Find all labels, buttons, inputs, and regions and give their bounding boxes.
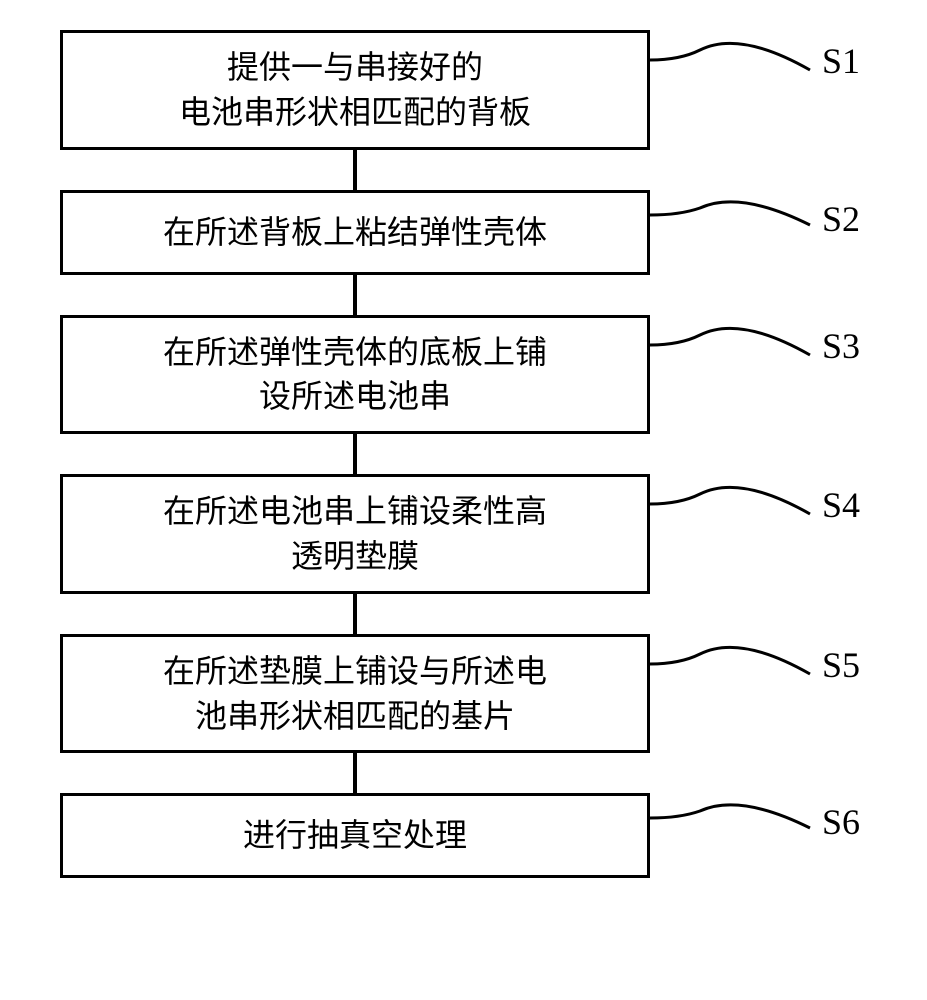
step-label-4: S4 [822,484,860,526]
step-box-3: 在所述弹性壳体的底板上铺 设所述电池串 [60,315,650,435]
step-label-1: S1 [822,40,860,82]
step-text-6-line1: 进行抽真空处理 [243,817,467,853]
step-label-2: S2 [822,198,860,240]
connector-4-5 [353,594,357,634]
connector-5-6 [353,753,357,793]
step-text-1-line2: 电池串形状相匹配的背板 [179,94,531,130]
step-text-1-line1: 提供一与串接好的 [227,49,483,85]
step-label-5: S5 [822,644,860,686]
step-row-5: 在所述垫膜上铺设与所述电 池串形状相匹配的基片 S5 [60,634,880,754]
step-row-1: 提供一与串接好的 电池串形状相匹配的背板 S1 [60,30,880,150]
step-box-5: 在所述垫膜上铺设与所述电 池串形状相匹配的基片 [60,634,650,754]
step-text-5-line2: 池串形状相匹配的基片 [195,698,515,734]
step-text-5-line1: 在所述垫膜上铺设与所述电 [163,653,547,689]
bracket-4 [650,474,830,584]
step-text-2-line1: 在所述背板上粘结弹性壳体 [163,214,547,250]
step-text-4-line1: 在所述电池串上铺设柔性高 [163,493,547,529]
step-row-6: 进行抽真空处理 S6 [60,793,880,878]
step-box-2: 在所述背板上粘结弹性壳体 [60,190,650,275]
bracket-2 [650,190,830,280]
step-text-4-line2: 透明垫膜 [291,538,419,574]
step-label-3: S3 [822,325,860,367]
step-row-4: 在所述电池串上铺设柔性高 透明垫膜 S4 [60,474,880,594]
flowchart-container: 提供一与串接好的 电池串形状相匹配的背板 S1 在所述背板上粘结弹性壳体 S2 … [60,30,880,878]
step-text-3-line2: 设所述电池串 [259,378,451,414]
step-text-3-line1: 在所述弹性壳体的底板上铺 [163,334,547,370]
bracket-5 [650,634,830,744]
connector-3-4 [353,434,357,474]
step-row-2: 在所述背板上粘结弹性壳体 S2 [60,190,880,275]
bracket-1 [650,30,830,140]
step-label-6: S6 [822,801,860,843]
step-box-6: 进行抽真空处理 [60,793,650,878]
connector-2-3 [353,275,357,315]
bracket-6 [650,793,830,883]
connector-1-2 [353,150,357,190]
bracket-3 [650,315,830,425]
step-box-1: 提供一与串接好的 电池串形状相匹配的背板 [60,30,650,150]
step-box-4: 在所述电池串上铺设柔性高 透明垫膜 [60,474,650,594]
step-row-3: 在所述弹性壳体的底板上铺 设所述电池串 S3 [60,315,880,435]
